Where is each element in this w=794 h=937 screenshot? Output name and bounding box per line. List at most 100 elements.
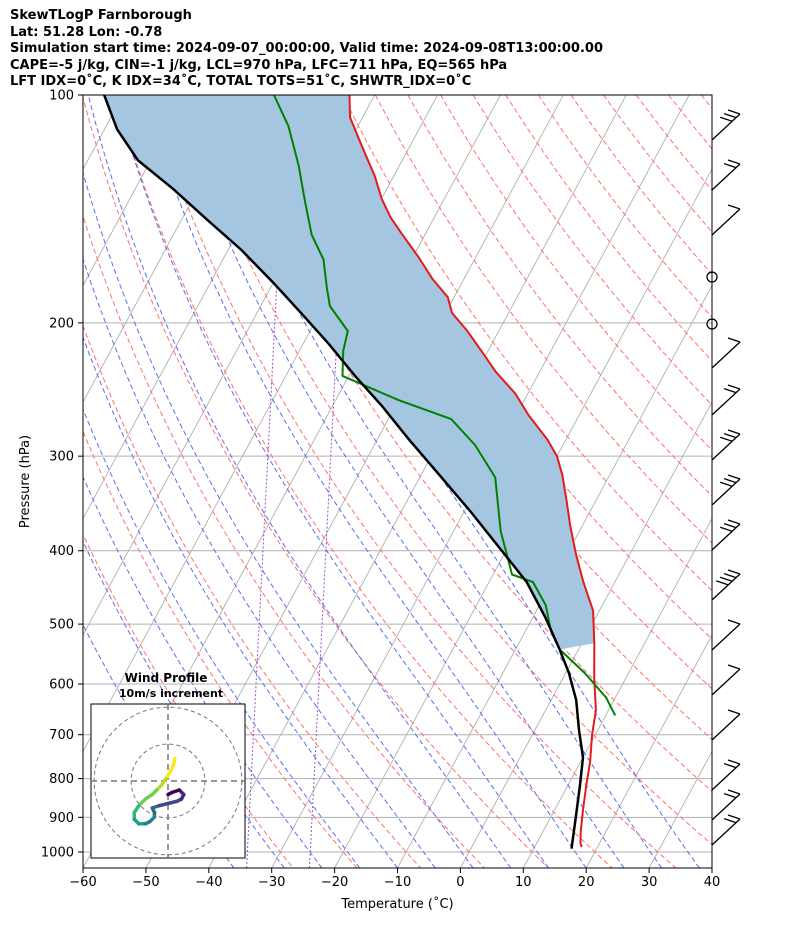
- moist-adiabat-line: [83, 335, 398, 868]
- wind-barb-flag: [723, 523, 737, 529]
- wind-barb-flag: [727, 619, 741, 625]
- wind-barb-flag: [719, 116, 733, 122]
- wind-barb-flag: [727, 204, 741, 210]
- isotherm-line: [648, 750, 712, 868]
- moist-adiabat-line: [172, 95, 625, 868]
- x-tick-label: −10: [384, 875, 411, 890]
- wind-barb-flag: [727, 814, 741, 820]
- wind-profile-title: Wind Profile: [125, 671, 208, 685]
- moist-adiabat-line: [83, 407, 361, 868]
- x-tick-label: 10: [515, 875, 532, 890]
- wind-barb-staff: [711, 793, 741, 821]
- wind-barb-flag: [727, 519, 741, 525]
- y-axis-label: Pressure (hPa): [18, 435, 33, 528]
- wind-barb-staff: [711, 208, 741, 236]
- wind-barb-staff: [711, 713, 741, 741]
- dry-adiabat-line: [374, 95, 712, 544]
- y-tick-label: 200: [49, 316, 74, 331]
- title-line-cape: CAPE=-5 j/kg, CIN=-1 j/kg, LCL=970 hPa, …: [10, 57, 508, 73]
- wind-barb-flag: [723, 818, 737, 824]
- y-tick-label: 100: [49, 89, 74, 104]
- wind-barb-flag: [723, 433, 737, 439]
- wind-profile-segment: [166, 790, 175, 797]
- title-line-latlon: Lat: 51.28 Lon: -0.78: [10, 24, 163, 40]
- dry-adiabat-line: [179, 95, 712, 846]
- dry-adiabat-line: [700, 95, 712, 109]
- parcel-line: [103, 95, 585, 849]
- moist-adiabat-line: [202, 95, 663, 868]
- wind-barb-flag: [723, 478, 737, 484]
- wind-barb-flag: [716, 580, 729, 586]
- moist-adiabat-line: [83, 171, 474, 868]
- temperature-line: [348, 95, 597, 848]
- title-line-times: Simulation start time: 2024-09-07_00:00:…: [10, 41, 603, 57]
- dry-adiabat-line: [114, 95, 613, 868]
- wind-barb-staff: [711, 341, 741, 369]
- wind-barb-staff: [711, 388, 741, 416]
- chart-header: SkewTLogP Farnborough Lat: 51.28 Lon: -0…: [10, 8, 603, 91]
- dry-adiabat-line: [146, 95, 677, 868]
- wind-barb-staff: [711, 113, 741, 141]
- wind-barb-flag: [723, 163, 737, 169]
- dry-adiabat-line: [440, 95, 712, 451]
- axes: −60 −50 −40 −30 −20 −10 0 10 20 30 40 100 200 300 400 5…: [18, 89, 720, 913]
- wind-profile-inset: Wind Profile 10m/s increment: [90, 671, 246, 859]
- isotherm-line: [397, 284, 712, 868]
- wind-barb-flag: [727, 709, 741, 715]
- x-tick-label: −20: [321, 875, 348, 890]
- wind-barb-flag: [727, 759, 741, 765]
- calm-wind-circle: [706, 271, 718, 283]
- isotherm-line: [585, 634, 712, 868]
- wind-barb-flag: [727, 384, 741, 390]
- wind-barb-flag: [727, 159, 741, 165]
- wind-barb-flag: [723, 573, 737, 579]
- y-tick-label: 400: [49, 544, 74, 559]
- wind-barb-flag: [727, 429, 741, 435]
- y-tick-label: 300: [49, 450, 74, 465]
- x-tick-label: −30: [258, 875, 285, 890]
- dry-adiabat-line: [342, 95, 712, 592]
- wind-barb-flag: [723, 763, 737, 769]
- isotherm-line: [83, 95, 250, 404]
- dry-adiabat-line: [83, 324, 422, 868]
- dry-adiabat-line: [635, 95, 712, 191]
- wind-barb-flag: [727, 569, 741, 575]
- wind-barb-staff: [711, 763, 741, 791]
- wind-barb-flag: [719, 526, 733, 532]
- wind-barb-flag: [723, 793, 737, 799]
- wind-barb-flag: [723, 113, 737, 119]
- moist-adiabat-line: [83, 257, 436, 868]
- dry-adiabat-line: [83, 533, 294, 868]
- moist-adiabat-line: [87, 95, 512, 868]
- moist-adiabat-line: [142, 95, 587, 868]
- wind-barb-staff: [711, 573, 741, 601]
- title-line-station: SkewTLogP Farnborough: [10, 8, 192, 23]
- moist-adiabat-line: [83, 475, 323, 868]
- isotherm-line: [711, 867, 712, 868]
- wind-barb-staff: [711, 523, 741, 551]
- wind-barb-flag: [727, 337, 741, 343]
- moist-adiabat-line: [114, 95, 549, 868]
- x-tick-label: −40: [195, 875, 222, 890]
- wind-profile-subtitle: 10m/s increment: [119, 687, 223, 700]
- y-tick-label: 900: [49, 811, 74, 826]
- dry-adiabat-line: [537, 95, 712, 318]
- y-tick-label: 500: [49, 618, 74, 633]
- y-tick-label: 1000: [41, 845, 74, 860]
- wind-barb-flag: [723, 388, 737, 394]
- wind-barbs: [706, 109, 741, 846]
- isotherm-line: [460, 401, 712, 868]
- isotherm-line: [522, 517, 712, 868]
- title-line-indices: LFT IDX=0˚C, K IDX=34˚C, TOTAL TOTS=51˚C…: [10, 74, 472, 90]
- x-tick-label: 0: [456, 875, 464, 890]
- x-tick-label: 40: [704, 875, 721, 890]
- y-tick-label: 800: [49, 772, 74, 787]
- dry-adiabat-line: [570, 95, 712, 275]
- isotherm-line: [208, 95, 627, 868]
- x-tick-label: 30: [641, 875, 658, 890]
- wind-barb-staff: [711, 818, 741, 846]
- wind-barb-staff: [711, 668, 741, 696]
- y-tick-label: 700: [49, 728, 74, 743]
- x-tick-label: 20: [578, 875, 595, 890]
- wind-barb-flag: [719, 576, 733, 582]
